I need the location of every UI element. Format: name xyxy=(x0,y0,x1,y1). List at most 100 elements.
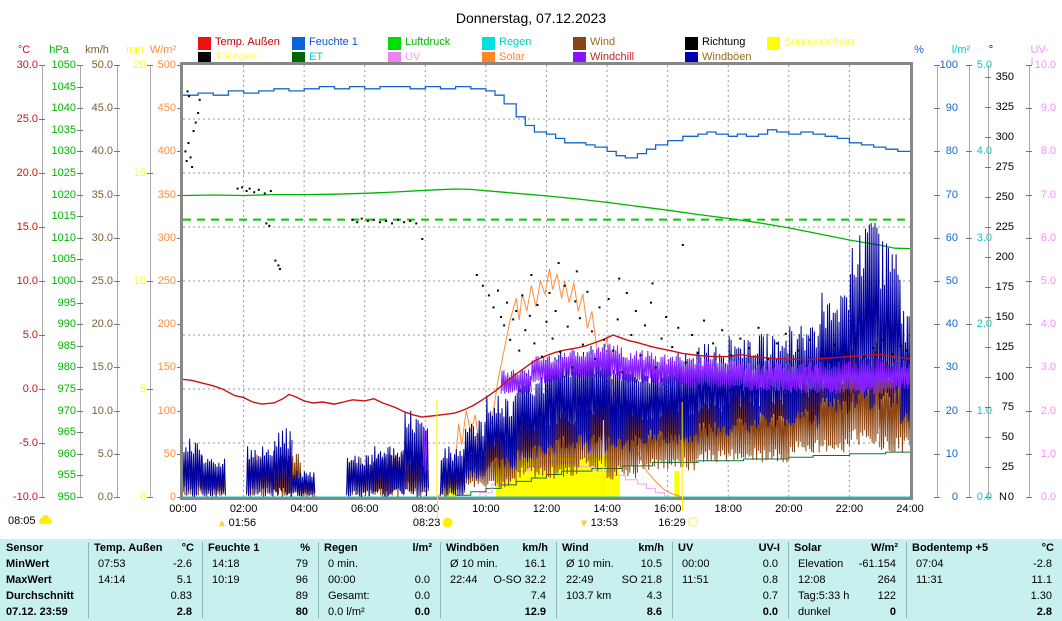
table-cell-label: Gesamt: xyxy=(328,590,370,602)
series-direction-dot xyxy=(748,347,751,350)
axis-tick-label: 75 xyxy=(1001,401,1014,413)
table-cell-value: 2.8 xyxy=(1036,606,1052,618)
x-tick-label: 14:00 xyxy=(593,503,621,515)
axis-tick xyxy=(985,257,991,258)
legend-color-box xyxy=(198,37,211,50)
axis-tick-label: 2.0 xyxy=(1040,404,1056,417)
table-cell-value: 0.0 xyxy=(762,606,778,618)
series-windchill xyxy=(894,359,910,389)
series-direction-dot xyxy=(198,98,201,101)
legend-color-box xyxy=(573,37,586,50)
table-cell-label: 0 min. xyxy=(328,558,358,570)
axis-tick xyxy=(39,65,45,66)
table-row-label: Durchschnitt xyxy=(6,590,74,602)
axis-line-deg xyxy=(988,65,989,497)
series-temp_out xyxy=(183,334,910,418)
axis-tick xyxy=(1026,324,1032,326)
axis-tick xyxy=(77,173,83,174)
axis-tick xyxy=(147,173,153,174)
series-direction-dot xyxy=(187,142,190,144)
table-cell-value: -61.154 xyxy=(858,558,896,570)
series-direction-dot xyxy=(500,316,503,318)
table-header-regen: Regen xyxy=(324,542,358,554)
axis-tick xyxy=(934,151,940,153)
table-cell-label: 0.0 l/m² xyxy=(328,606,365,618)
axis-tick-label: 40.0 xyxy=(91,145,113,158)
table-column-divider xyxy=(906,542,907,618)
series-direction-dot xyxy=(265,222,268,225)
axis-label-north: N xyxy=(999,491,1007,503)
axis-tick-label: 50 xyxy=(945,275,958,287)
axis-tick xyxy=(1026,497,1032,498)
table-cell-label: 103.7 km xyxy=(566,590,612,602)
axis-tick xyxy=(147,65,153,66)
axis-tick xyxy=(985,137,991,138)
series-direction-dot xyxy=(696,352,699,354)
axis-tick xyxy=(77,324,83,326)
series-direction-dot xyxy=(186,90,189,93)
axis-tick-label: 10 xyxy=(945,447,958,460)
series-direction-dot xyxy=(378,221,381,224)
series-windchill xyxy=(422,427,428,474)
table-column-divider xyxy=(440,542,441,618)
axis-tick-label: 6.0 xyxy=(1040,231,1056,244)
series-direction-dot xyxy=(625,292,628,294)
axis-tick-label: 5.0 xyxy=(976,59,992,71)
legend-label: Temp. Außen xyxy=(215,36,280,48)
axis-unit-temp: °C xyxy=(17,44,31,56)
series-direction-dot xyxy=(487,294,490,297)
table-header-sensor: Sensor xyxy=(6,542,44,554)
axis-tick-label: 25.0 xyxy=(16,113,38,125)
axis-tick-label: 960 xyxy=(57,447,76,460)
x-tick-label: 04:00 xyxy=(290,503,318,515)
table-cell-value: 79 xyxy=(295,558,308,570)
series-direction-dot xyxy=(545,320,548,323)
series-direction-dot xyxy=(268,224,271,227)
axis-tick-label: 25.0 xyxy=(91,275,113,287)
series-gusts xyxy=(440,446,466,497)
series-direction-dot xyxy=(384,220,387,222)
axis-tick-label: 0.0 xyxy=(22,383,38,395)
series-direction-dot xyxy=(784,332,787,335)
axis-tick xyxy=(114,194,120,196)
series-direction-dot xyxy=(612,349,615,352)
series-wind xyxy=(697,395,729,463)
annotation-time: 13:53 xyxy=(590,517,619,529)
table-column-divider xyxy=(88,542,89,618)
table-cell-value: 89 xyxy=(295,590,308,602)
axis-tick-label: 995 xyxy=(57,296,76,309)
time-annotation: ▼ 13:53 xyxy=(579,517,618,529)
annotation-time: 08:23 xyxy=(412,517,441,529)
series-direction-dot xyxy=(654,366,657,369)
series-direction-dot xyxy=(863,355,866,358)
axis-tick xyxy=(77,410,83,412)
axis-unit-hpa: hPa xyxy=(49,44,69,56)
table-cell-label: 11:31 xyxy=(916,574,943,586)
axis-tick xyxy=(77,151,83,153)
series-gusts xyxy=(576,343,608,454)
axis-tick-label: 275 xyxy=(995,161,1014,173)
table-cell-label: 07:53 xyxy=(98,558,126,570)
axis-unit-wm2: W/m² xyxy=(149,44,177,56)
table-cell-value: 122 xyxy=(877,590,896,602)
series-direction-dot xyxy=(530,274,533,276)
chart-title: Donnerstag, 07.12.2023 xyxy=(455,10,607,26)
series-windchill xyxy=(712,359,744,389)
table-cell-label: Elevation xyxy=(798,558,844,570)
series-direction-dot xyxy=(607,298,610,300)
axis-tick-label: 30.0 xyxy=(16,59,38,71)
axis-tick xyxy=(77,453,83,455)
axis-tick xyxy=(77,345,83,347)
series-direction-dot xyxy=(616,318,619,321)
series-gusts xyxy=(485,395,517,470)
series-direction-dot xyxy=(528,314,531,317)
axis-tick-label: 0.0 xyxy=(97,491,113,503)
table-cell-value: 264 xyxy=(877,574,896,586)
axis-tick xyxy=(39,497,45,498)
annotation-time: 16:29 xyxy=(658,517,686,529)
axis-tick-label: 150 xyxy=(157,361,176,374)
series-direction-dot xyxy=(690,334,693,336)
axis-unit-deg: ° xyxy=(988,44,994,56)
axis-tick-label: 35.0 xyxy=(91,188,113,201)
axis-tick xyxy=(77,259,83,261)
